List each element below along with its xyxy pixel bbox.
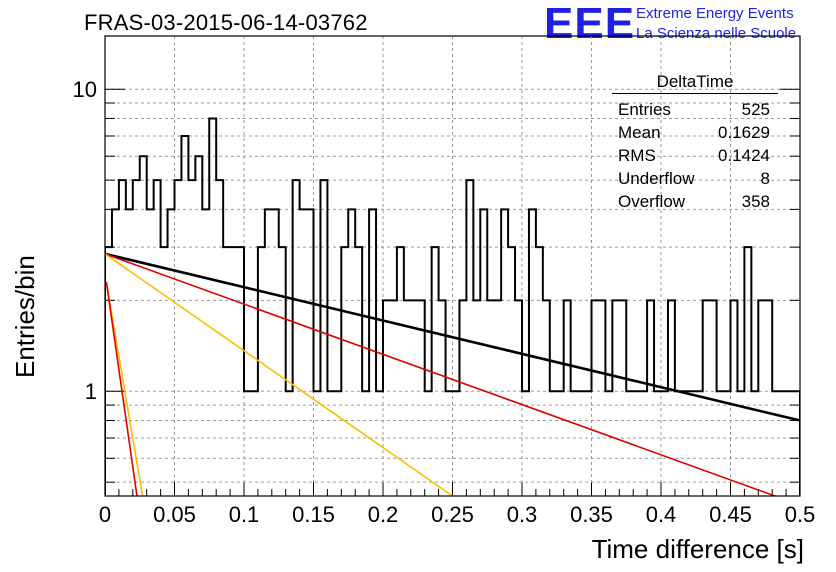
stats-label: Overflow — [618, 192, 686, 211]
plot-frame — [104, 35, 801, 497]
chart-title: FRAS-03-2015-06-14-03762 — [84, 10, 368, 35]
histogram-steps — [105, 117, 800, 496]
logo-caption: Extreme Energy Events La Scienza nelle S… — [636, 4, 796, 44]
stats-title: DeltaTime — [612, 72, 778, 94]
stats-box: DeltaTime Entries 525 Mean 0.1629 RMS 0.1424 U… — [612, 72, 778, 213]
x-tick-label: 0.3 — [507, 502, 538, 527]
x-tick-label: 0.25 — [431, 502, 474, 527]
y-axis-label: Entries/bin — [10, 255, 40, 378]
fit-line-1 — [105, 252, 800, 422]
stats-value: 0.1629 — [718, 123, 770, 142]
stats-value: 525 — [741, 100, 770, 119]
fit-line-4 — [105, 281, 144, 496]
x-tick-label: 0.1 — [229, 502, 260, 527]
y-tick-label: 1 — [85, 379, 97, 404]
stats-value: 8 — [760, 169, 770, 188]
stats-row-underflow: Underflow 8 — [612, 167, 778, 190]
stats-label: Mean — [618, 123, 661, 142]
stats-label: Underflow — [618, 169, 695, 188]
fit-line-3 — [105, 253, 453, 496]
stats-row-entries: Entries 525 — [612, 98, 778, 121]
x-tick-label: 0.4 — [646, 502, 677, 527]
x-tick-label: 0.45 — [709, 502, 752, 527]
x-tick-label: 0.35 — [570, 502, 613, 527]
x-tick-label: 0.05 — [153, 502, 196, 527]
logo-line-1: Extreme Energy Events — [636, 5, 794, 22]
fit-line-5 — [105, 281, 138, 496]
x-tick-label: 0.15 — [292, 502, 335, 527]
x-tick-label: 0 — [99, 502, 111, 527]
stats-row-overflow: Overflow 358 — [612, 190, 778, 213]
stats-row-rms: RMS 0.1424 — [612, 144, 778, 167]
stats-row-mean: Mean 0.1629 — [612, 121, 778, 144]
eee-logo: EEE — [544, 0, 636, 48]
x-tick-label: 0.5 — [785, 502, 816, 527]
stats-label: RMS — [618, 146, 656, 165]
stats-value: 0.1424 — [718, 146, 770, 165]
stats-rows: Entries 525 Mean 0.1629 RMS 0.1424 Underflow 8 O… — [612, 98, 778, 213]
fit-line-2 — [105, 253, 778, 496]
y-tick-label: 10 — [73, 77, 97, 102]
stats-label: Entries — [618, 100, 671, 119]
x-tick-label: 0.2 — [368, 502, 399, 527]
logo-line-2: La Scienza nelle Scuole — [636, 25, 797, 42]
stats-value: 358 — [741, 192, 770, 211]
x-axis-label: Time difference [s] — [591, 534, 804, 564]
